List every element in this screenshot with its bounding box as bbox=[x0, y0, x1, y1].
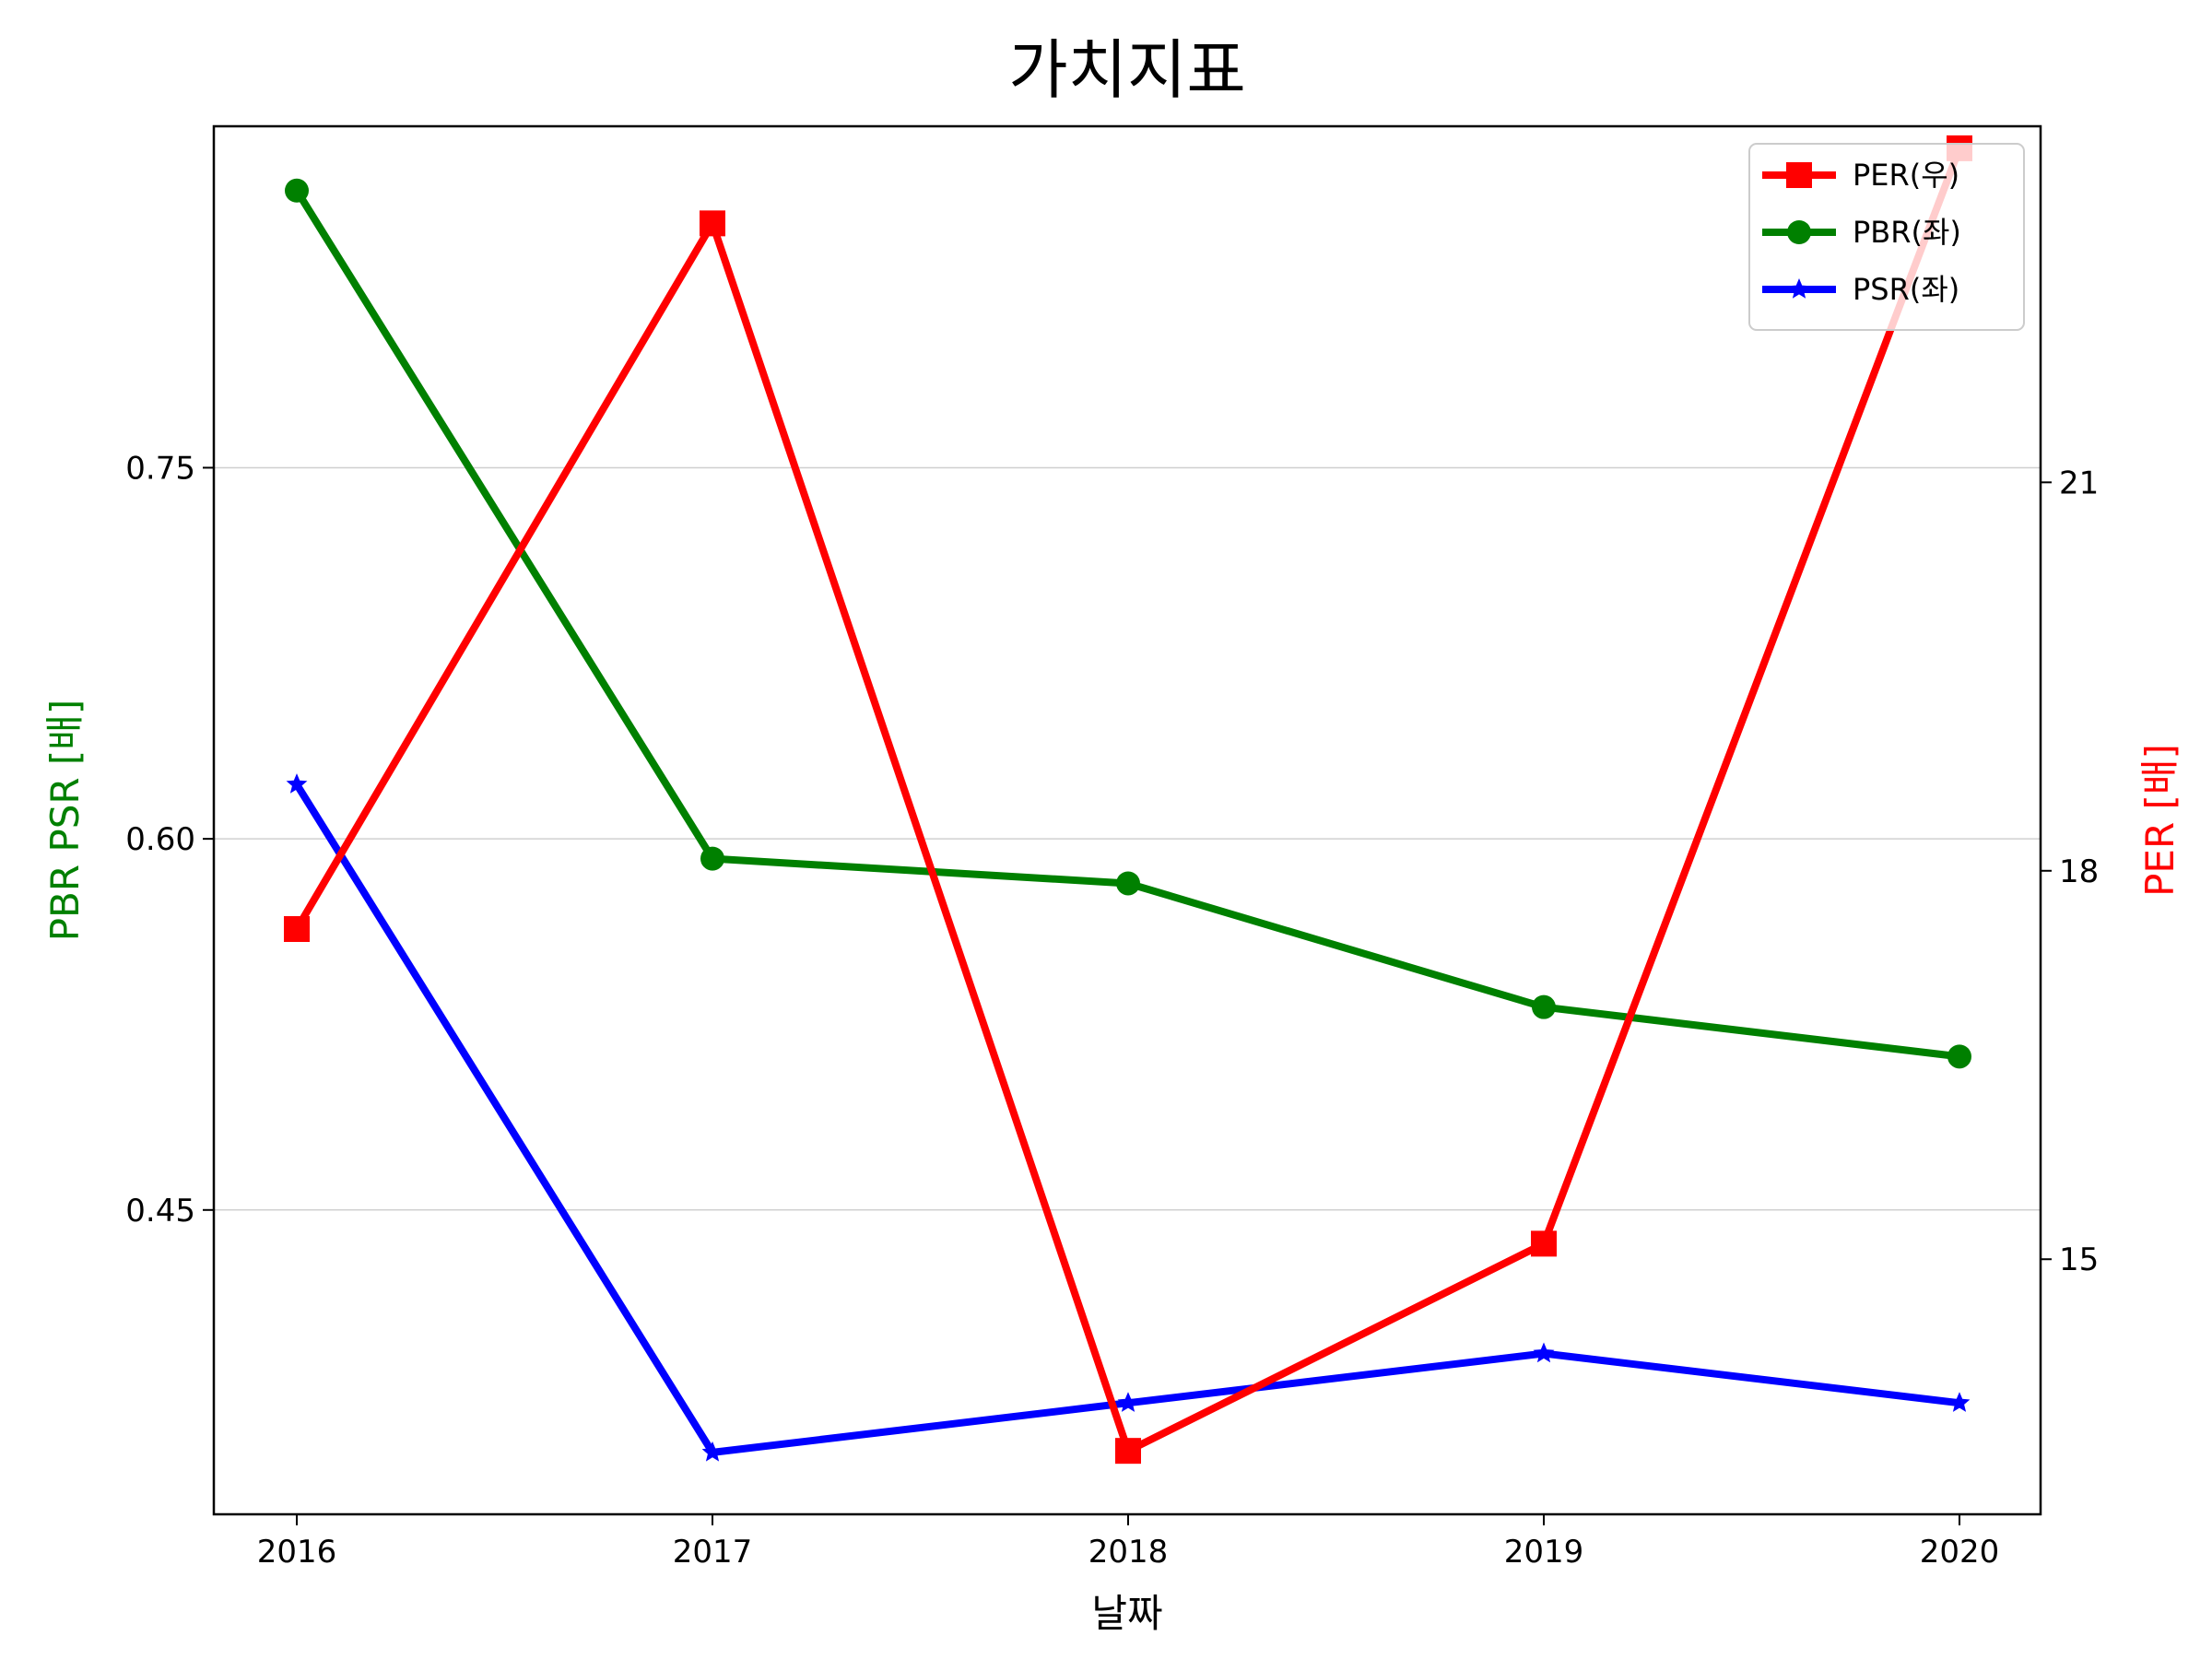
data-point bbox=[285, 178, 309, 203]
data-point bbox=[1948, 1392, 1971, 1412]
x-tick-label: 2017 bbox=[673, 1534, 753, 1571]
x-tick-label: 2018 bbox=[1088, 1534, 1169, 1571]
data-point bbox=[1532, 994, 1556, 1019]
data-point bbox=[701, 1441, 724, 1462]
data-point bbox=[700, 846, 724, 871]
series-PER(우) bbox=[284, 135, 1972, 1465]
x-tick-label: 2016 bbox=[257, 1534, 337, 1571]
legend: PER(우) PBR(좌) PSR(좌) bbox=[1748, 143, 2025, 331]
y-right-tick-label: 21 bbox=[2059, 465, 2099, 501]
x-tick-label: 2019 bbox=[1504, 1534, 1584, 1571]
data-point bbox=[1531, 1230, 1557, 1257]
data-point bbox=[1115, 1438, 1141, 1465]
legend-entry: PBR(좌) bbox=[1762, 215, 1961, 250]
y-left-tick-label: 0.45 bbox=[125, 1193, 195, 1230]
y-right-tick-label: 18 bbox=[2059, 853, 2099, 890]
legend-marker bbox=[1788, 278, 1810, 299]
y-axis-right-label: PER [배] bbox=[2137, 744, 2183, 897]
y-left-tick-label: 0.75 bbox=[125, 450, 195, 487]
legend-entry: PSR(좌) bbox=[1762, 272, 1959, 307]
series-PSR(좌) bbox=[286, 773, 1971, 1462]
y-axis-right: 15 18 21 bbox=[2041, 465, 2099, 1278]
legend-label: PSR(좌) bbox=[1853, 272, 1959, 307]
series-PBR(좌) bbox=[285, 178, 1971, 1069]
data-point bbox=[700, 210, 725, 237]
x-tick-label: 2020 bbox=[1920, 1534, 2000, 1571]
y-left-tick-label: 0.60 bbox=[125, 821, 195, 858]
x-axis-label: 날짜 bbox=[1091, 1591, 1162, 1636]
y-axis-left: 0.45 0.60 0.75 bbox=[125, 450, 214, 1230]
gridlines bbox=[214, 466, 2041, 1211]
data-point bbox=[286, 773, 308, 794]
legend-box bbox=[1748, 143, 2025, 331]
legend-entry: PER(우) bbox=[1762, 158, 1959, 193]
data-point bbox=[1947, 1044, 1971, 1069]
legend-marker bbox=[1787, 220, 1811, 244]
chart-title: 가치지표 bbox=[1008, 32, 1246, 108]
y-axis-left-label: PBR PSR [배] bbox=[42, 700, 88, 942]
series-lines bbox=[284, 135, 1972, 1465]
legend-marker bbox=[1786, 162, 1812, 188]
data-point bbox=[1117, 1392, 1139, 1412]
data-point bbox=[1116, 871, 1140, 896]
data-point bbox=[284, 916, 310, 943]
legend-label: PBR(좌) bbox=[1853, 215, 1961, 250]
x-axis: 2016 2017 2018 2019 2020 bbox=[257, 1514, 2000, 1571]
data-point bbox=[1533, 1342, 1555, 1363]
legend-label: PER(우) bbox=[1853, 158, 1959, 193]
y-right-tick-label: 15 bbox=[2059, 1241, 2099, 1278]
